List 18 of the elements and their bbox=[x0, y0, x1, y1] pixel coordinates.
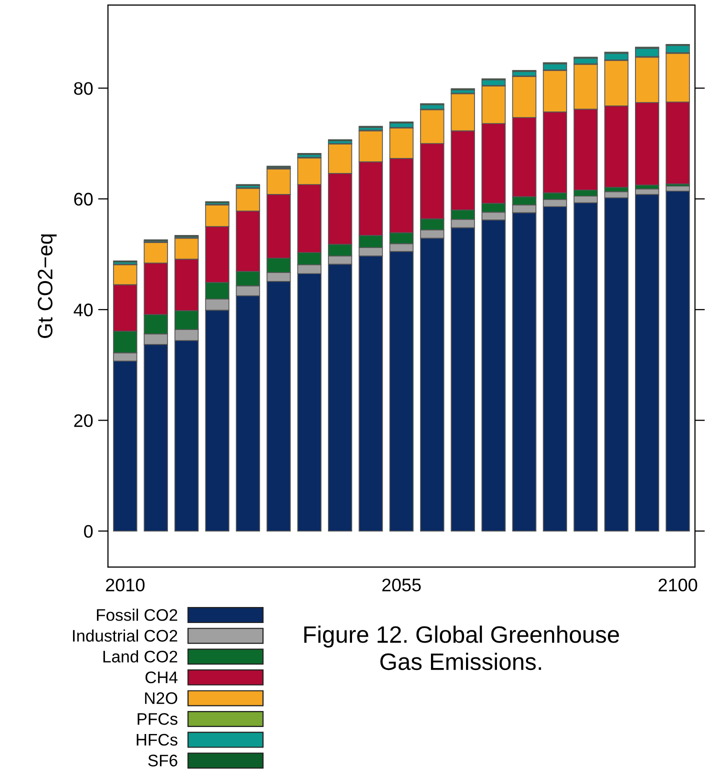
y-tick-label: 40 bbox=[74, 304, 93, 316]
y-tick-label: 20 bbox=[74, 414, 93, 428]
legend-label: HFCs bbox=[136, 734, 178, 746]
legend-label: Land CO2 bbox=[103, 650, 178, 663]
caption: Figure 12. Global Greenhouse Gas Emissions. bbox=[304, 626, 619, 670]
legend-label: Fossil CO2 bbox=[96, 608, 178, 621]
legend-label: CH4 bbox=[146, 671, 178, 684]
y-axis-title: Gt CO2−eq bbox=[38, 234, 57, 338]
legend-label: PFCs bbox=[138, 713, 178, 725]
x-tick-label: 2010 bbox=[106, 578, 145, 592]
legend-label: SF6 bbox=[148, 754, 178, 766]
y-tick-label: 80 bbox=[74, 82, 93, 95]
x-tick-label: 2100 bbox=[658, 578, 698, 592]
x-tick-label: 2055 bbox=[382, 578, 421, 592]
y-tick-label: 60 bbox=[74, 192, 93, 206]
legend-label: N2O bbox=[145, 692, 178, 704]
y-tick-label: 0 bbox=[84, 524, 93, 538]
legend-label: Industrial CO2 bbox=[73, 629, 178, 642]
